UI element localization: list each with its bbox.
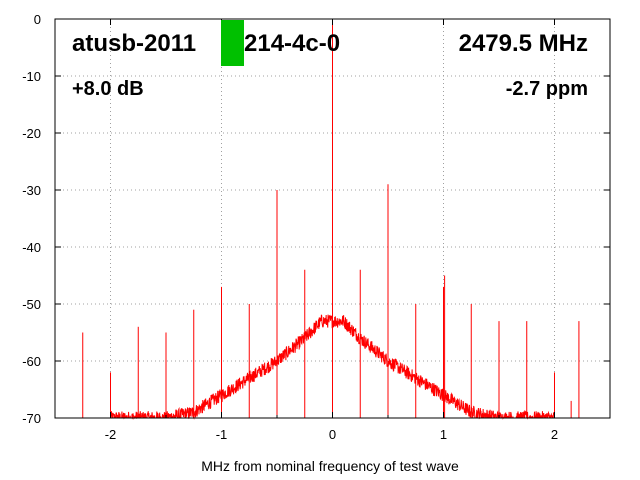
x-tick-label: -2 <box>105 427 117 442</box>
y-tick-label: -60 <box>22 354 41 369</box>
y-tick-label: -70 <box>22 411 41 426</box>
gain-label: +8.0 dB <box>72 78 144 100</box>
green-marker <box>221 20 244 66</box>
frequency-label: 2479.5 MHz <box>459 30 588 57</box>
x-tick-label: -1 <box>216 427 228 442</box>
plot-area <box>82 19 580 420</box>
y-tick-label: -50 <box>22 297 41 312</box>
device-label: atusb-2011 <box>72 30 196 57</box>
x-tick-label: 1 <box>440 427 447 442</box>
x-tick-label: 0 <box>329 427 336 442</box>
y-tick-label: -30 <box>22 183 41 198</box>
y-tick-label: -20 <box>22 126 41 141</box>
y-tick-label: -10 <box>22 69 41 84</box>
y-tick-label: -40 <box>22 240 41 255</box>
offset-label: -2.7 ppm <box>506 78 588 100</box>
x-axis-label: MHz from nominal frequency of test wave <box>201 458 459 474</box>
device-label-suffix: 214-4c-0 <box>244 30 340 57</box>
x-tick-label: 2 <box>551 427 558 442</box>
spur-lines <box>82 19 580 418</box>
tick-labels: -2 -1 0 1 20-10-20-30-40-50-60-70 <box>22 12 611 442</box>
y-tick-label: 0 <box>34 12 41 27</box>
